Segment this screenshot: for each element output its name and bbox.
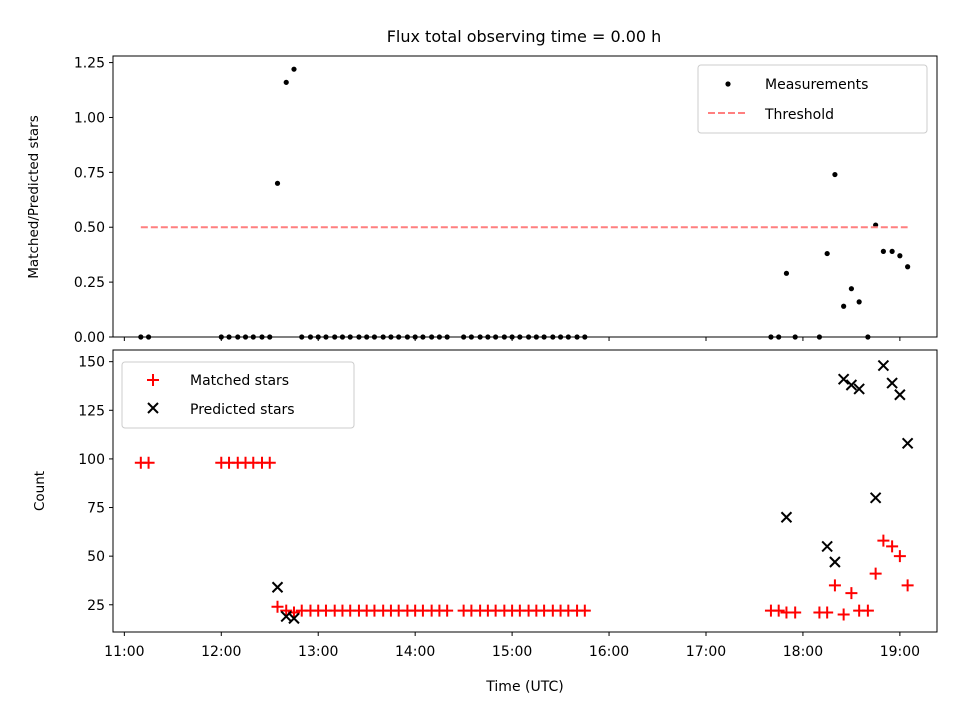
measurement-point [889, 248, 895, 254]
top-ylabel: Matched/Predicted stars [26, 115, 42, 278]
predicted-star-point [901, 437, 914, 450]
bottom-y-tick-label: 100 [78, 452, 105, 468]
measurement-point [832, 171, 838, 178]
matched-star-point [271, 600, 284, 613]
bottom-ylabel: Count [32, 471, 48, 511]
bottom-panel: 25 50 75 100 125 150 11:00 12:00 13:00 14:00 15:00… [32, 349, 938, 695]
matched-star-point [280, 604, 293, 617]
matched-star-point [772, 604, 785, 617]
matched-star-point [893, 550, 906, 563]
top-legend: Measurements Threshold [697, 64, 928, 134]
top-y-tick-label: 1.00 [74, 110, 105, 126]
matched-star-point [877, 534, 890, 547]
predicted-star-point [288, 612, 300, 625]
bottom-legend: Matched stars Predicted stars [121, 361, 355, 429]
matched-star-point [845, 587, 858, 600]
bottom-x-tick-label: 17:00 [686, 644, 726, 660]
figure-title: Flux total observing time = 0.00 h [387, 27, 662, 46]
top-axes-frame [112, 55, 938, 338]
matched-star-point [789, 606, 802, 619]
bottom-xlabel: Time (UTC) [485, 679, 563, 695]
bottom-plot-area [134, 359, 914, 625]
bottom-x-tick-label: 16:00 [589, 644, 629, 660]
top-panel: 0.00 0.25 0.50 0.75 1.00 1.25 Matched/Predict… [26, 55, 938, 346]
predicted-star-point [837, 373, 850, 385]
top-y-tick-label: 0.25 [74, 275, 105, 291]
measurement-point [841, 303, 847, 309]
matched-star-point [886, 540, 899, 553]
bottom-y-tick-label: 50 [87, 549, 105, 565]
predicted-star-point [894, 389, 906, 401]
measurement-point [880, 248, 886, 254]
bottom-axes: 25 50 75 100 125 150 11:00 12:00 13:00 14:00 15:00… [78, 355, 920, 660]
matched-star-point [821, 606, 834, 619]
bottom-x-tick-label: 12:00 [201, 644, 241, 660]
predicted-star-point [869, 492, 882, 504]
legend-predicted-marker [147, 402, 159, 414]
bottom-legend-box [121, 361, 355, 429]
matched-star-point [578, 604, 591, 617]
measurement-point [848, 286, 855, 292]
legend-predicted-label: Predicted stars [190, 402, 295, 418]
predicted-star-point [780, 511, 793, 523]
bottom-y-tick-label: 25 [87, 598, 105, 614]
predicted-star-point [853, 383, 865, 395]
top-axes: 0.00 0.25 0.50 0.75 1.00 1.25 [74, 56, 901, 346]
matched-star-point [861, 604, 874, 617]
legend-matched-marker [147, 374, 159, 386]
predicted-star-point [877, 359, 890, 372]
bottom-y-tick-label: 150 [78, 355, 105, 371]
legend-measurements-label: Measurements [765, 77, 868, 93]
matched-star-point [142, 456, 155, 469]
bottom-x-tick-label: 18:00 [783, 644, 823, 660]
predicted-star-point [886, 377, 898, 389]
matched-star-point [837, 608, 850, 621]
predicted-star-point [829, 556, 841, 568]
matched-star-point [828, 579, 841, 592]
top-y-tick-label: 0.75 [74, 165, 105, 181]
legend-measurement-marker [725, 81, 731, 87]
bottom-x-tick-label: 19:00 [880, 644, 920, 660]
measurement-point [905, 264, 911, 270]
measurement-point [291, 66, 297, 72]
matched-star-point [263, 456, 276, 469]
bottom-y-tick-label: 125 [78, 403, 105, 419]
measurement-point [274, 180, 281, 186]
legend-matched-label: Matched stars [190, 373, 289, 389]
measurement-point [856, 299, 862, 305]
bottom-axes-frame [112, 349, 938, 633]
top-y-tick-label: 0.50 [74, 220, 105, 236]
measurement-point [824, 250, 830, 257]
matched-star-point [901, 579, 914, 592]
bottom-x-tick-label: 15:00 [492, 644, 532, 660]
top-y-tick-label: 0.00 [74, 330, 105, 346]
bottom-x-tick-label: 14:00 [395, 644, 435, 660]
measurement-point [897, 253, 903, 259]
bottom-x-tick-label: 13:00 [298, 644, 338, 660]
predicted-star-point [845, 379, 858, 391]
top-legend-box [697, 64, 928, 134]
predicted-star-point [271, 581, 284, 593]
matched-star-point [869, 567, 882, 580]
top-y-tick-label: 1.25 [74, 56, 105, 72]
measurement-point [783, 270, 790, 276]
bottom-x-tick-label: 11:00 [104, 644, 144, 660]
legend-threshold-label: Threshold [764, 107, 834, 123]
measurement-point [283, 79, 289, 85]
predicted-star-point [821, 540, 833, 553]
matched-star-point [441, 604, 454, 617]
bottom-y-tick-label: 75 [87, 501, 105, 517]
